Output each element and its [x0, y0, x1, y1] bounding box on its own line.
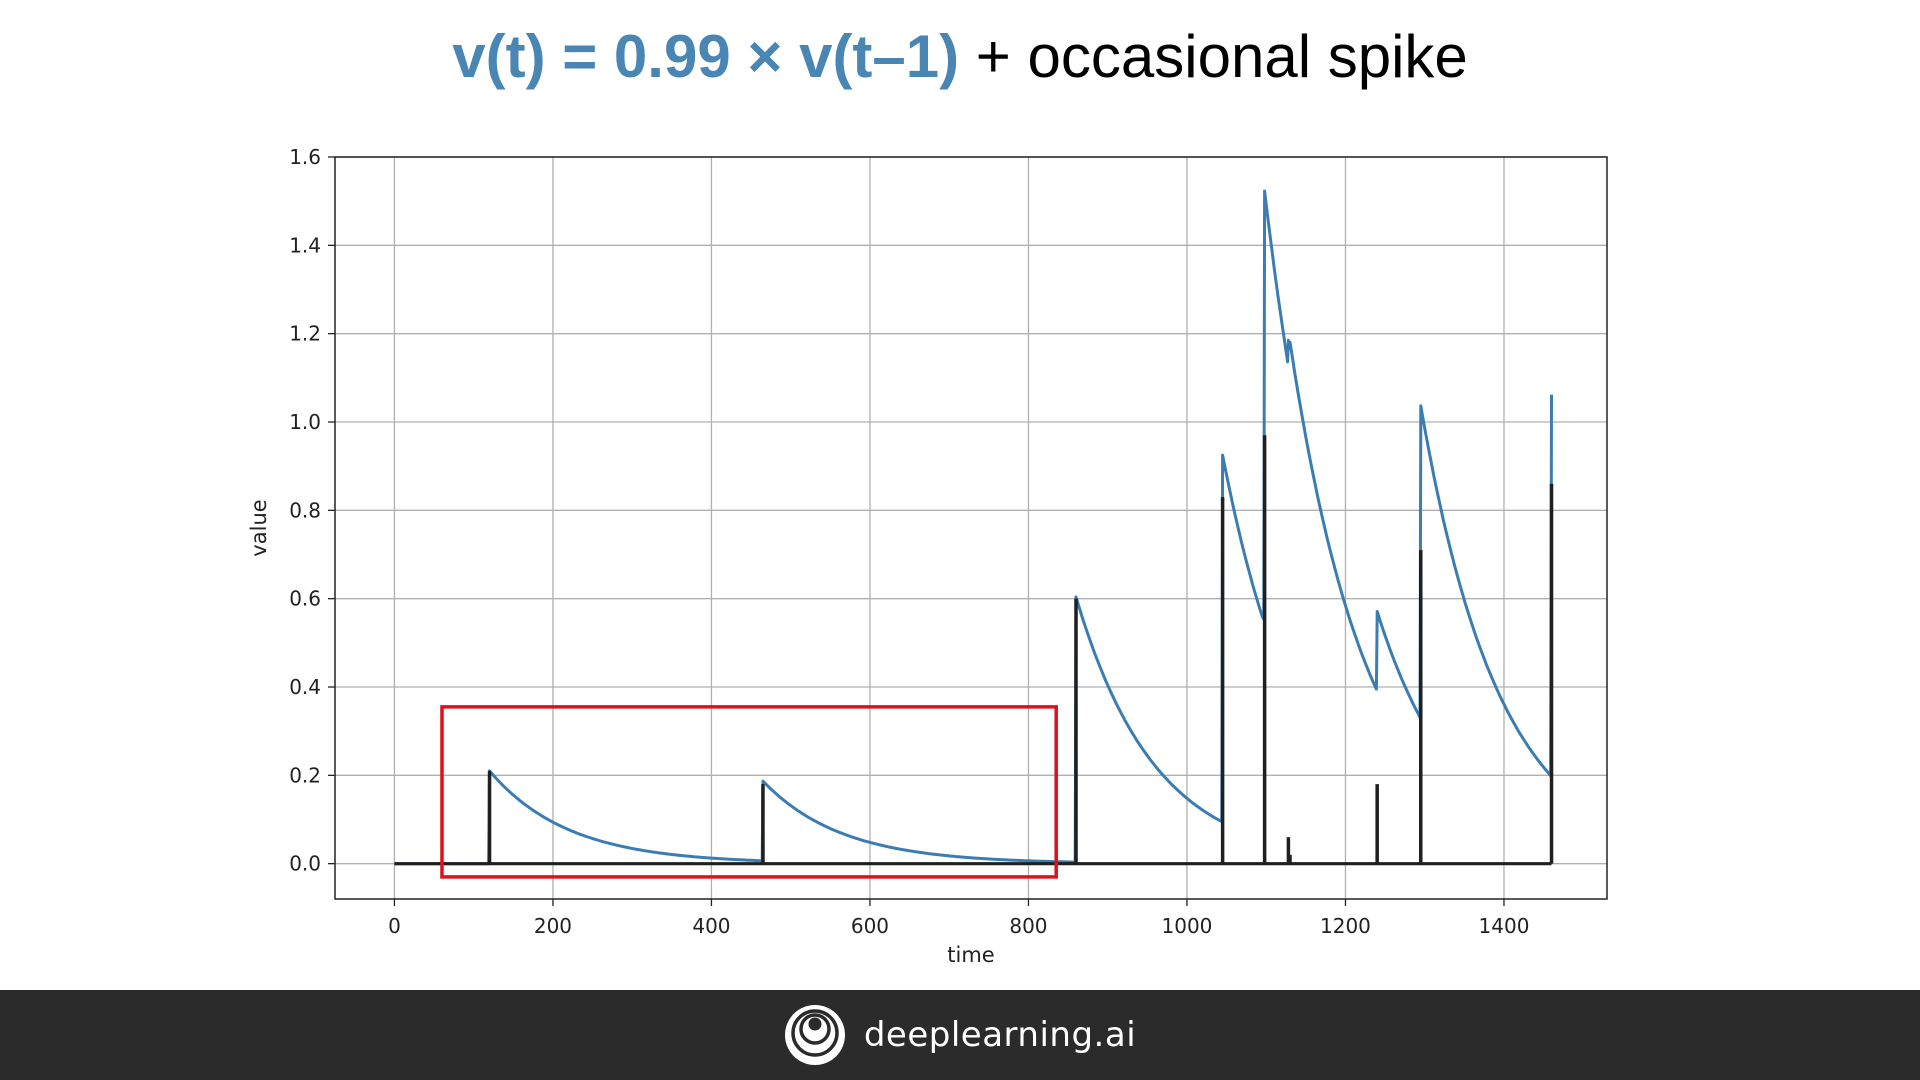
- y-tick-label: 1.2: [289, 322, 321, 346]
- footer-bar: deeplearning.ai: [0, 990, 1920, 1080]
- x-axis-label: time: [947, 943, 994, 967]
- y-tick-label: 0.2: [289, 763, 321, 787]
- x-tick-label: 1000: [1162, 914, 1213, 938]
- x-tick-label: 600: [851, 914, 889, 938]
- brand-name: deeplearning.ai: [863, 1015, 1137, 1055]
- y-axis-label: value: [247, 499, 271, 556]
- y-tick-label: 0.6: [289, 587, 321, 611]
- plot-frame: [334, 156, 1608, 900]
- x-tick-label: 1200: [1320, 914, 1371, 938]
- x-tick-label: 800: [1009, 914, 1047, 938]
- title-rest: + occasional spike: [959, 23, 1468, 90]
- highlight-box: [440, 705, 1058, 879]
- y-tick-label: 1.6: [289, 145, 321, 169]
- plot-area: [335, 157, 1607, 899]
- y-tick-label: 0.4: [289, 675, 321, 699]
- y-tick-label: 1.4: [289, 233, 321, 257]
- chart-container: 0 200 400 600 800 1000 1200 1400 0.0 0.2 0.4 0.6 0.8…: [247, 145, 1608, 967]
- line-chart: 0 200 400 600 800 1000 1200 1400 0.0 0.2 0.4 0.6 0.8…: [247, 145, 1608, 967]
- deeplearning-logo-icon: [784, 1005, 845, 1065]
- x-tick-label: 200: [534, 914, 572, 938]
- x-tick-label: 1400: [1479, 914, 1530, 938]
- title-formula: v(t) = 0.99 × v(t–1): [452, 23, 960, 90]
- y-tick-label: 1.0: [289, 410, 321, 434]
- x-tick-label: 400: [692, 914, 730, 938]
- slide-title: v(t) = 0.99 × v(t–1) + occasional spike: [0, 22, 1920, 91]
- series-line-decay: [394, 189, 1553, 866]
- y-tick-label: 0.0: [289, 852, 321, 876]
- x-tick-label: 0: [388, 914, 401, 938]
- y-tick-label: 0.8: [289, 498, 321, 522]
